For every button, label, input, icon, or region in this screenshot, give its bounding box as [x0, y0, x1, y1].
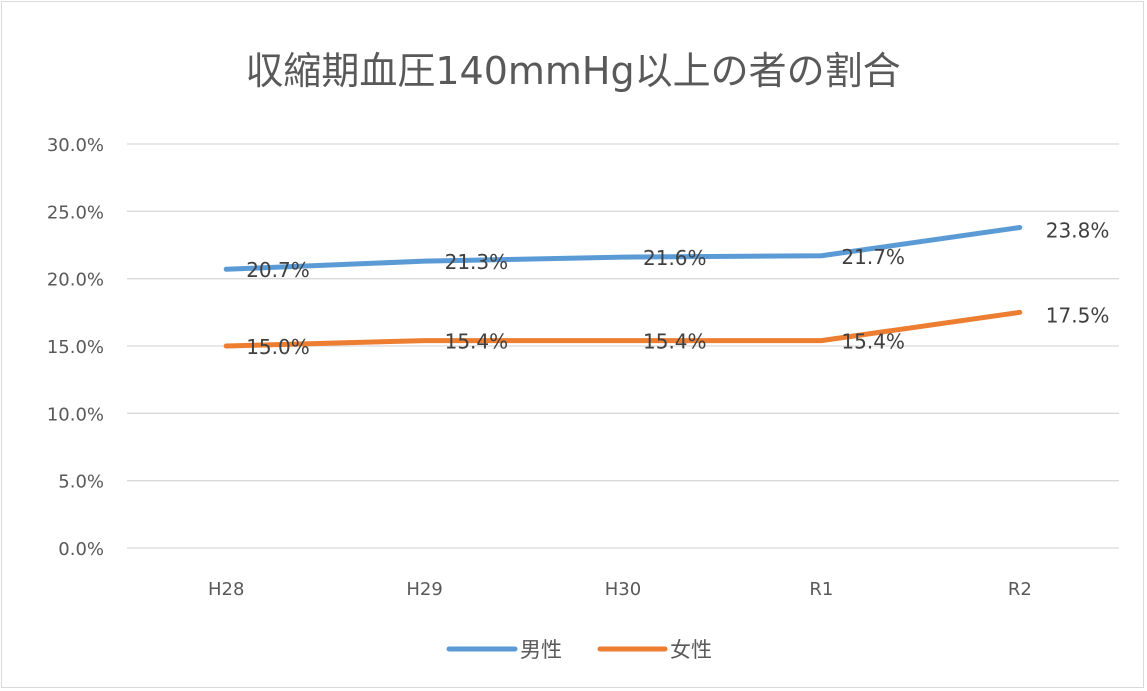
- data-label: 21.3%: [445, 250, 509, 274]
- series-layer: 20.7% 21.3% 21.6% 21.7% 23.8% 15.0% 15.4% 15.4%…: [223, 218, 1110, 359]
- chart-title: 収縮期血圧140mmHg以上の者の割合: [245, 49, 900, 93]
- x-tick-label: H29: [406, 579, 442, 600]
- x-tick-label: H30: [605, 579, 641, 600]
- y-tick-label: 0.0%: [58, 539, 104, 560]
- legend-label: 女性: [670, 638, 712, 662]
- series-line-2: [223, 309, 1023, 349]
- y-tick-label: 5.0%: [58, 472, 104, 493]
- x-tick-label: R1: [809, 579, 833, 600]
- y-tick-label: 15.0%: [47, 337, 104, 358]
- y-axis: 0.0% 5.0% 10.0% 15.0% 20.0% 25.0% 30.0%: [47, 135, 104, 560]
- legend-label: 男性: [520, 638, 562, 662]
- y-tick-label: 20.0%: [47, 270, 104, 291]
- data-label: 21.6%: [643, 246, 707, 270]
- data-label: 15.4%: [841, 330, 905, 354]
- series-line-1: [223, 224, 1023, 272]
- data-label: 23.8%: [1046, 218, 1110, 242]
- data-label: 20.7%: [246, 258, 310, 282]
- x-axis: H28 H29 H30 R1 R2: [208, 579, 1032, 600]
- legend: 男性 女性: [446, 638, 712, 662]
- data-label: 15.4%: [643, 330, 707, 354]
- x-tick-label: R2: [1008, 579, 1032, 600]
- y-tick-label: 10.0%: [47, 404, 104, 425]
- data-label: 21.7%: [841, 245, 905, 269]
- data-label: 15.0%: [246, 335, 310, 359]
- x-tick-label: H28: [208, 579, 244, 600]
- y-tick-label: 30.0%: [47, 135, 104, 156]
- data-label: 15.4%: [445, 330, 509, 354]
- y-tick-label: 25.0%: [47, 202, 104, 223]
- data-label: 17.5%: [1046, 303, 1110, 327]
